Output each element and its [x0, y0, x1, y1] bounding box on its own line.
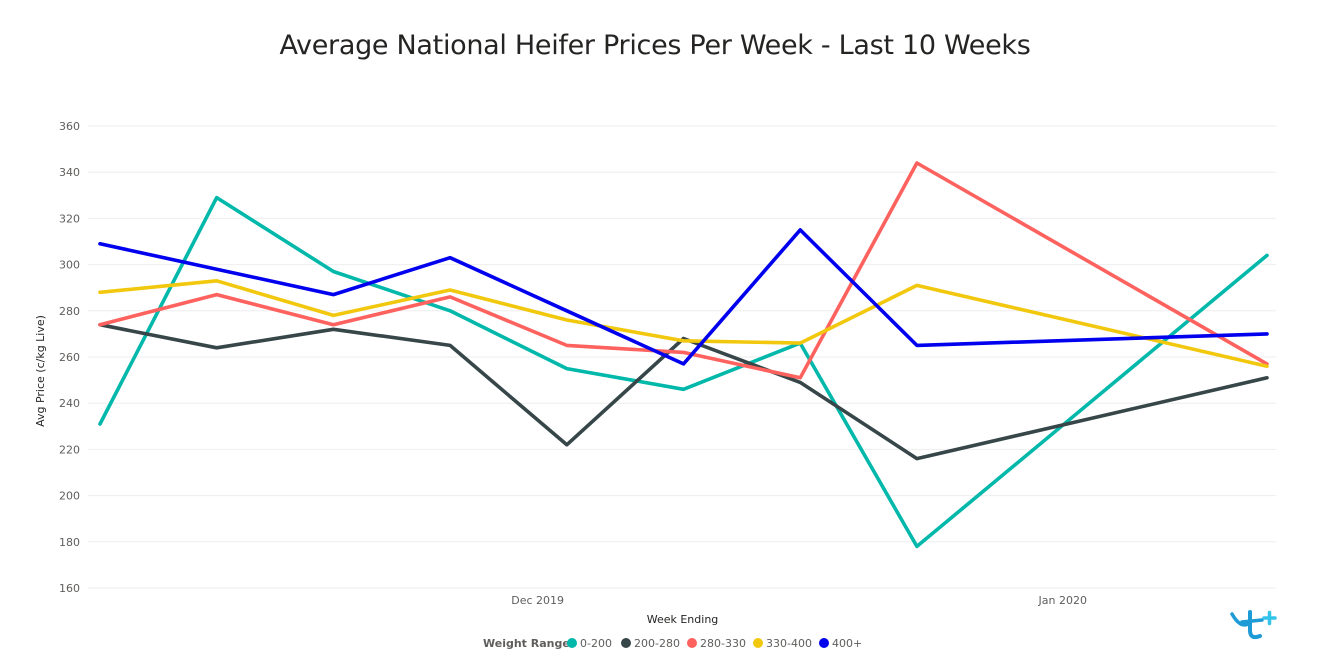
chart-title: Average National Heifer Prices Per Week …	[279, 30, 1031, 61]
x-axis-title: Week Ending	[647, 613, 719, 626]
legend-label: 280-330	[700, 637, 746, 650]
x-tick-label: Jan 2020	[1038, 594, 1087, 607]
y-tick-label: 240	[59, 397, 80, 410]
series-line-400+	[98, 228, 1269, 366]
legend-label: 0-200	[580, 637, 612, 650]
legend-marker	[819, 638, 829, 648]
legend-label: 400+	[832, 637, 862, 650]
x-axis-ticks: Dec 2019 Jan 2020	[511, 594, 1087, 607]
y-tick-label: 220	[59, 443, 80, 456]
series-line-200-280	[98, 322, 1269, 461]
legend-marker	[687, 638, 697, 648]
legend-marker	[567, 638, 577, 648]
y-axis-ticks: 160 180 200 220 240 260 280 300 320 340 360	[59, 120, 80, 595]
series-lines	[98, 161, 1269, 549]
series-line-280-330	[98, 161, 1269, 380]
y-tick-label: 320	[59, 212, 80, 225]
y-tick-label: 340	[59, 166, 80, 179]
legend-marker	[621, 638, 631, 648]
y-tick-label: 280	[59, 305, 80, 318]
y-tick-label: 200	[59, 490, 80, 503]
legend-label: 330-400	[766, 637, 812, 650]
grid-lines	[88, 125, 1276, 589]
legend-marker	[753, 638, 763, 648]
y-tick-label: 360	[59, 120, 80, 133]
y-tick-label: 160	[59, 582, 80, 595]
legend-label: 200-280	[634, 637, 680, 650]
legend: Weight Range 0-200 200-280 280-330 330-400 4…	[483, 637, 862, 650]
y-axis-title: Avg Price (c/kg Live)	[34, 315, 47, 427]
series-line-0-200	[98, 195, 1269, 549]
x-tick-label: Dec 2019	[511, 594, 564, 607]
y-tick-label: 300	[59, 259, 80, 272]
brand-logo-icon	[1230, 610, 1277, 640]
y-tick-label: 180	[59, 536, 80, 549]
y-tick-label: 260	[59, 351, 80, 364]
legend-title: Weight Range	[483, 637, 570, 650]
